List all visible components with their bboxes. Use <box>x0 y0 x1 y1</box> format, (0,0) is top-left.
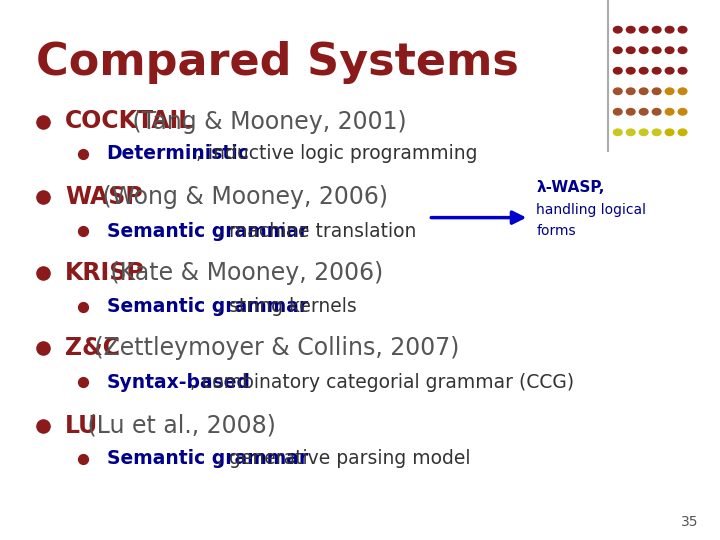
Text: , generative parsing model: , generative parsing model <box>217 449 471 469</box>
Circle shape <box>626 109 635 115</box>
Circle shape <box>678 47 687 53</box>
Text: (Tang & Mooney, 2001): (Tang & Mooney, 2001) <box>125 110 407 133</box>
Circle shape <box>639 47 648 53</box>
Text: (Zettleymoyer & Collins, 2007): (Zettleymoyer & Collins, 2007) <box>88 336 460 360</box>
Text: (Lu et al., 2008): (Lu et al., 2008) <box>80 414 276 437</box>
Circle shape <box>665 47 674 53</box>
Text: λ-WASP,: λ-WASP, <box>536 180 605 195</box>
Circle shape <box>665 88 674 94</box>
Point <box>37 117 49 126</box>
Circle shape <box>613 88 622 94</box>
Circle shape <box>613 47 622 53</box>
Circle shape <box>626 47 635 53</box>
Circle shape <box>678 88 687 94</box>
Circle shape <box>639 129 648 136</box>
Circle shape <box>665 129 674 136</box>
Circle shape <box>613 26 622 33</box>
Circle shape <box>678 26 687 33</box>
Text: handling logical: handling logical <box>536 202 647 217</box>
Text: COCKTAIL: COCKTAIL <box>65 110 194 133</box>
Circle shape <box>626 129 635 136</box>
Text: 35: 35 <box>681 515 698 529</box>
Point <box>37 344 49 353</box>
Text: forms: forms <box>536 224 576 238</box>
Circle shape <box>665 26 674 33</box>
Point <box>37 193 49 201</box>
Point <box>77 378 89 387</box>
Circle shape <box>613 129 622 136</box>
Circle shape <box>652 47 661 53</box>
Text: WASP: WASP <box>65 185 143 209</box>
Circle shape <box>652 109 661 115</box>
Circle shape <box>639 109 648 115</box>
Circle shape <box>639 68 648 74</box>
Circle shape <box>652 68 661 74</box>
Circle shape <box>678 129 687 136</box>
Point <box>77 455 89 463</box>
Text: , string kernels: , string kernels <box>217 297 357 316</box>
Text: Syntax-based: Syntax-based <box>107 373 251 392</box>
Circle shape <box>613 109 622 115</box>
Circle shape <box>665 68 674 74</box>
Circle shape <box>639 88 648 94</box>
Text: Semantic grammar: Semantic grammar <box>107 449 308 469</box>
Text: Compared Systems: Compared Systems <box>36 40 519 84</box>
Text: Deterministic: Deterministic <box>107 144 249 164</box>
Circle shape <box>613 68 622 74</box>
Circle shape <box>626 88 635 94</box>
Text: Semantic grammar: Semantic grammar <box>107 221 308 241</box>
Circle shape <box>665 109 674 115</box>
Circle shape <box>652 26 661 33</box>
Text: Z&C: Z&C <box>65 336 120 360</box>
Point <box>37 421 49 430</box>
Circle shape <box>652 88 661 94</box>
Point <box>37 268 49 277</box>
Circle shape <box>639 26 648 33</box>
Circle shape <box>652 129 661 136</box>
Circle shape <box>678 109 687 115</box>
Text: (Kate & Mooney, 2006): (Kate & Mooney, 2006) <box>103 261 383 285</box>
Point <box>77 302 89 311</box>
Text: (Wong & Mooney, 2006): (Wong & Mooney, 2006) <box>95 185 388 209</box>
Text: , machine translation: , machine translation <box>217 221 417 241</box>
Text: KRISP: KRISP <box>65 261 145 285</box>
Circle shape <box>678 68 687 74</box>
Text: , combinatory categorial grammar (CCG): , combinatory categorial grammar (CCG) <box>189 373 574 392</box>
Circle shape <box>626 26 635 33</box>
Text: LU: LU <box>65 414 98 437</box>
Text: Semantic grammar: Semantic grammar <box>107 297 308 316</box>
Text: , inductive logic programming: , inductive logic programming <box>197 144 478 164</box>
Circle shape <box>626 68 635 74</box>
Point <box>77 227 89 235</box>
Point <box>77 150 89 158</box>
